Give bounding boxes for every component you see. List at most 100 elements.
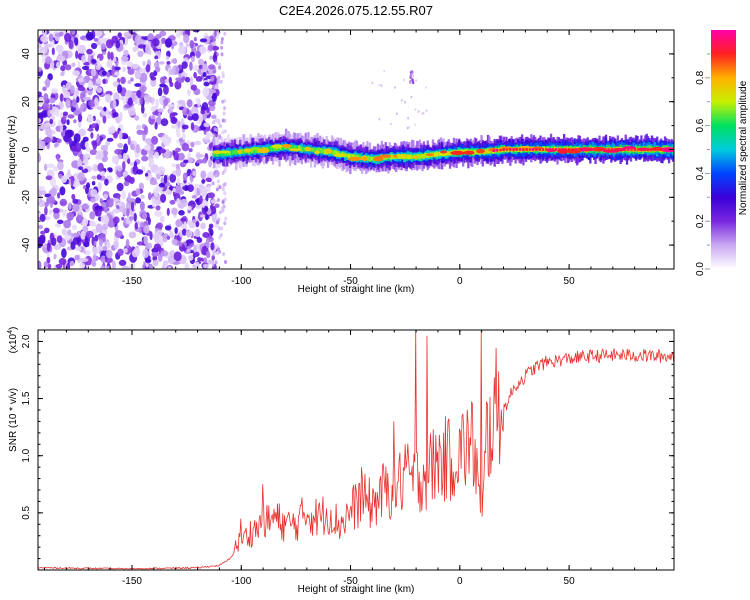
noise-speckle bbox=[38, 224, 43, 230]
signal-band-cell bbox=[291, 145, 294, 151]
noise-speckle bbox=[38, 96, 45, 106]
noise-speckle bbox=[93, 37, 99, 42]
noise-speckle bbox=[214, 203, 220, 209]
colorbar: 0.0 0.2 0.4 0.6 0.8 Normalized spectral ampl… bbox=[695, 30, 749, 276]
signal-core-line bbox=[528, 148, 532, 151]
noise-speckle bbox=[65, 82, 71, 90]
signal-core-blob bbox=[361, 156, 368, 162]
noise-speckle bbox=[157, 166, 166, 176]
noise-speckle bbox=[164, 225, 172, 231]
noise-speckle bbox=[175, 147, 181, 152]
snr-line-layer bbox=[38, 330, 674, 570]
signal-band-cell bbox=[433, 152, 436, 158]
noise-speckle bbox=[46, 242, 51, 252]
noise-speckle bbox=[223, 191, 227, 196]
snr-x-tick-label: -50 bbox=[343, 576, 358, 587]
noise-speckle bbox=[58, 31, 64, 37]
noise-speckle bbox=[67, 229, 72, 236]
noise-speckle bbox=[160, 193, 167, 203]
noise-speckle bbox=[202, 232, 210, 238]
signal-band-cell bbox=[354, 154, 357, 159]
noise-speckle bbox=[132, 165, 137, 172]
noise-speckle bbox=[99, 198, 104, 204]
signal-core-line bbox=[623, 148, 627, 151]
colorbar-tick-label: 0.0 bbox=[695, 262, 706, 276]
noise-speckle bbox=[117, 248, 124, 256]
noise-speckle bbox=[166, 207, 170, 216]
noise-speckle bbox=[102, 115, 107, 124]
spurious-speckle bbox=[378, 118, 381, 121]
signal-band-cell bbox=[266, 147, 269, 151]
noise-speckle bbox=[201, 179, 206, 184]
colorbar-tick-label: 0.2 bbox=[695, 214, 706, 228]
noise-speckle bbox=[47, 73, 53, 81]
noise-speckle bbox=[72, 70, 80, 77]
noise-speckle bbox=[111, 65, 115, 75]
noise-speckle bbox=[173, 251, 182, 262]
noise-speckle bbox=[217, 120, 221, 125]
noise-speckle bbox=[217, 75, 221, 80]
noise-speckle bbox=[186, 248, 191, 253]
noise-speckle bbox=[223, 197, 227, 202]
noise-speckle bbox=[194, 140, 202, 146]
noise-speckle bbox=[158, 182, 165, 188]
noise-speckle bbox=[100, 144, 109, 152]
signal-band-cell bbox=[232, 149, 235, 155]
noise-speckle bbox=[64, 64, 72, 71]
noise-speckle bbox=[63, 32, 72, 42]
noise-speckle bbox=[71, 224, 78, 231]
noise-speckle bbox=[180, 254, 187, 265]
noise-speckle bbox=[44, 163, 48, 171]
noise-speckle bbox=[122, 161, 126, 171]
noise-speckle bbox=[202, 63, 208, 73]
signal-core-blob bbox=[333, 153, 347, 157]
noise-speckle bbox=[105, 249, 113, 259]
signal-band-cell bbox=[446, 151, 449, 156]
noise-speckle bbox=[96, 57, 101, 67]
signal-core-line bbox=[646, 148, 650, 151]
noise-speckle bbox=[143, 94, 151, 103]
noise-speckle bbox=[154, 55, 159, 60]
noise-speckle bbox=[92, 140, 97, 150]
noise-speckle bbox=[136, 129, 144, 135]
noise-speckle bbox=[45, 56, 52, 65]
noise-speckle bbox=[143, 112, 148, 118]
noise-speckle bbox=[221, 99, 225, 104]
signal-band-cell bbox=[215, 152, 218, 157]
signal-core-line bbox=[600, 148, 604, 151]
noise-speckle bbox=[171, 163, 176, 168]
signal-band-cell bbox=[485, 150, 488, 154]
noise-speckle bbox=[38, 66, 42, 72]
noise-speckle bbox=[62, 111, 69, 116]
noise-speckle bbox=[100, 43, 106, 50]
noise-speckle bbox=[50, 187, 57, 197]
signal-core-blob bbox=[314, 150, 320, 155]
signal-core-blob bbox=[271, 144, 283, 149]
signal-band-cell bbox=[347, 153, 351, 159]
noise-speckle bbox=[72, 236, 81, 245]
noise-speckle bbox=[143, 225, 150, 234]
colorbar-tick-label: 0.8 bbox=[695, 70, 706, 84]
noise-speckle bbox=[121, 265, 130, 269]
noise-speckle bbox=[96, 174, 102, 180]
signal-core-blob bbox=[289, 148, 301, 152]
noise-speckle bbox=[43, 136, 52, 144]
noise-speckle bbox=[200, 222, 206, 230]
noise-speckle bbox=[39, 213, 46, 222]
noise-speckle bbox=[167, 190, 172, 195]
noise-speckle bbox=[173, 185, 182, 194]
signal-band-cell bbox=[484, 148, 487, 154]
signal-core-line bbox=[571, 148, 574, 151]
noise-speckle bbox=[174, 80, 182, 90]
signal-band-cell bbox=[510, 147, 513, 153]
snr-x-label: Height of straight line (km) bbox=[298, 584, 415, 595]
signal-band-cell bbox=[219, 151, 222, 157]
noise-speckle bbox=[223, 182, 227, 186]
snr-x-tick-label: -100 bbox=[231, 576, 251, 587]
noise-speckle bbox=[127, 79, 132, 85]
signal-band-cell bbox=[288, 145, 292, 151]
signal-band-cell bbox=[497, 148, 500, 153]
signal-core-line bbox=[636, 148, 640, 151]
noise-speckle bbox=[153, 187, 159, 197]
spurious-speckle bbox=[393, 86, 396, 89]
